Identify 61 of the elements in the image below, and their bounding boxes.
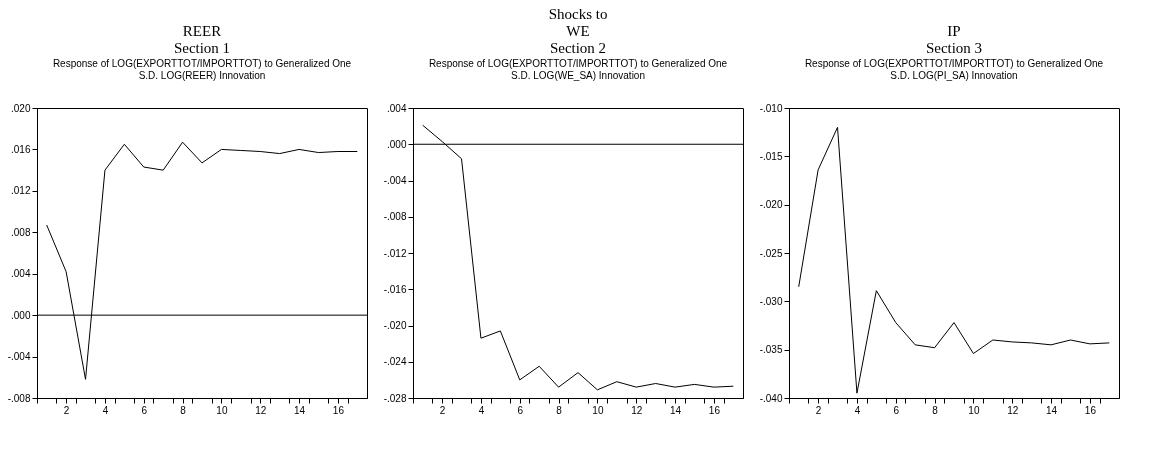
- chart-title: Response of LOG(EXPORTTOT/IMPORTTOT) to Generalized One: [52, 58, 352, 69]
- y-tick-label: -.012: [383, 247, 407, 259]
- x-tick-label: 12: [255, 404, 267, 416]
- y-tick-label: -.025: [759, 247, 783, 259]
- x-tick-label: 10: [592, 404, 604, 416]
- y-tick-label: .004: [387, 102, 407, 114]
- x-tick-label: 14: [1046, 404, 1058, 416]
- x-tick-label: 12: [1007, 404, 1019, 416]
- text: Section 3: [925, 40, 983, 56]
- text: REER: [182, 23, 222, 39]
- y-tick-label: -.020: [759, 199, 783, 211]
- y-tick-label: -.008: [7, 392, 31, 404]
- text: Shocks to: [548, 6, 608, 22]
- text: Section 2: [549, 40, 607, 56]
- y-tick-label: .000: [387, 138, 407, 150]
- y-tick-label: -.008: [383, 211, 407, 223]
- x-tick-label: 8: [180, 404, 187, 416]
- y-tick-label: -.040: [759, 392, 783, 404]
- x-tick-label: 4: [854, 404, 861, 416]
- y-tick-label: -.016: [383, 283, 407, 295]
- x-tick-label: 4: [478, 404, 485, 416]
- y-tick-label: .000: [11, 309, 31, 321]
- chart-subtitle: S.D. LOG(PI_SA) Innovation: [890, 70, 1018, 81]
- x-tick-label: 2: [63, 404, 70, 416]
- x-tick-label: 8: [932, 404, 939, 416]
- y-tick-label: -.020: [383, 320, 407, 331]
- y-tick-label: -.004: [383, 175, 407, 186]
- x-tick-label: 6: [141, 404, 148, 416]
- chart-subtitle: S.D. LOG(REER) Innovation: [138, 70, 266, 81]
- y-tick-label: .016: [11, 143, 31, 155]
- y-tick-label: -.028: [383, 392, 407, 404]
- x-tick-label: 2: [815, 404, 822, 416]
- x-tick-label: 6: [517, 404, 524, 416]
- x-tick-label: 14: [670, 404, 682, 416]
- x-tick-label: 10: [968, 404, 980, 416]
- y-tick-label: -.030: [759, 295, 783, 307]
- text: IP: [947, 23, 961, 39]
- y-tick-label: .004: [11, 268, 31, 280]
- text: WE: [566, 23, 590, 39]
- chart-title: Response of LOG(EXPORTTOT/IMPORTTOT) to Generalized One: [428, 58, 728, 69]
- y-tick-label: -.010: [759, 102, 783, 114]
- chart-subtitle: S.D. LOG(WE_SA) Innovation: [511, 70, 645, 81]
- x-tick-label: 2: [439, 404, 446, 416]
- y-tick-label: -.004: [7, 351, 31, 363]
- x-tick-label: 16: [1084, 404, 1097, 416]
- y-tick-label: -.024: [383, 356, 407, 368]
- y-tick-label: -.035: [759, 344, 783, 356]
- y-tick-label: .020: [11, 102, 31, 114]
- x-tick-label: 12: [631, 404, 643, 416]
- x-tick-label: 6: [893, 404, 900, 416]
- x-tick-label: 10: [216, 404, 228, 416]
- y-tick-label: .012: [11, 185, 31, 197]
- x-tick-label: 14: [294, 404, 306, 416]
- chart-title: Response of LOG(EXPORTTOT/IMPORTTOT) to Generalized One: [804, 58, 1104, 69]
- x-tick-label: 16: [708, 404, 721, 416]
- y-tick-label: .008: [11, 226, 31, 238]
- x-tick-label: 8: [556, 404, 563, 416]
- y-tick-label: -.015: [759, 150, 783, 162]
- text: Section 1: [173, 40, 231, 56]
- x-tick-label: 16: [332, 404, 345, 416]
- x-tick-label: 4: [102, 404, 109, 416]
